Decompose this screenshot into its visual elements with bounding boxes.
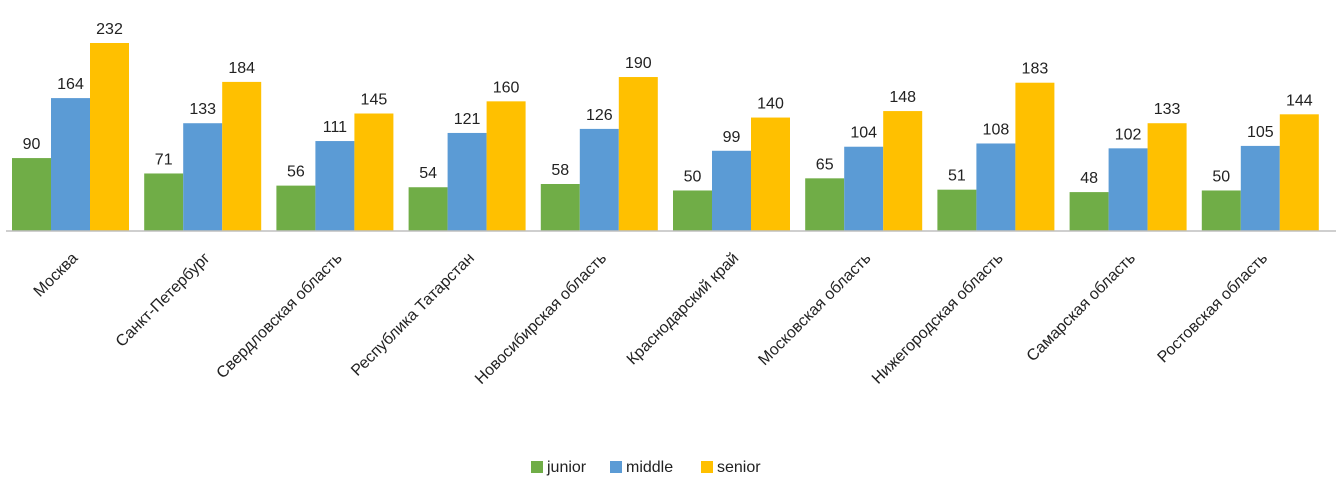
data-label-junior: 51 <box>948 168 966 185</box>
bar-senior <box>1015 82 1055 232</box>
data-label-junior: 58 <box>551 162 569 179</box>
data-label-middle: 164 <box>57 76 84 93</box>
category-label: Новосибирская область <box>472 250 610 388</box>
bar-senior <box>486 101 526 231</box>
legend-label-middle: middle <box>626 459 673 476</box>
data-label-senior: 144 <box>1286 92 1313 109</box>
data-label-middle: 108 <box>983 121 1010 138</box>
bar-junior <box>276 185 316 231</box>
category-label: Москва <box>31 250 82 301</box>
category-label: Ростовская область <box>1155 250 1272 367</box>
data-label-junior: 56 <box>287 164 305 181</box>
category-label: Краснодарский край <box>624 250 743 369</box>
data-label-senior: 140 <box>757 96 784 113</box>
data-label-senior: 190 <box>625 55 652 72</box>
category-label: Нижегородская область <box>869 250 1007 388</box>
category-label: Московская область <box>755 250 874 369</box>
bar-senior <box>1147 123 1187 231</box>
bar-junior <box>1201 190 1241 231</box>
bar-middle <box>183 123 223 231</box>
bar-middle <box>976 143 1016 231</box>
data-label-senior: 184 <box>228 60 255 77</box>
legend: junior middle senior <box>531 459 761 476</box>
category-label: Санкт-Петербург <box>113 250 214 351</box>
data-label-junior: 54 <box>419 165 437 182</box>
data-label-senior: 232 <box>96 21 123 38</box>
bar-middle <box>447 132 487 231</box>
data-label-senior: 148 <box>889 89 916 106</box>
data-label-junior: 90 <box>23 136 41 153</box>
data-label-junior: 71 <box>155 151 173 168</box>
data-label-junior: 50 <box>684 168 702 185</box>
data-label-junior: 48 <box>1080 170 1098 187</box>
bar-middle <box>51 98 90 231</box>
data-label-junior: 50 <box>1212 168 1230 185</box>
bar-senior <box>354 113 394 231</box>
data-label-senior: 133 <box>1154 101 1181 118</box>
bar-middle <box>579 128 619 231</box>
bar-middle <box>1240 145 1280 231</box>
category-label: Самарская область <box>1024 250 1139 365</box>
legend-swatch-middle <box>610 461 622 473</box>
bar-senior <box>751 117 790 231</box>
data-label-senior: 160 <box>493 79 520 96</box>
bar-junior <box>673 190 712 231</box>
category-labels-layer: Москва Санкт-Петербург Свердловская област… <box>31 250 1271 388</box>
legend-label-junior: junior <box>546 459 587 476</box>
data-label-middle: 111 <box>323 119 347 136</box>
category-label: Свердловская область <box>214 250 346 382</box>
bars-layer <box>12 43 1319 232</box>
bar-senior <box>883 111 923 231</box>
legend-label-senior: senior <box>717 459 761 476</box>
data-label-middle: 121 <box>454 111 481 128</box>
bar-junior <box>144 173 184 231</box>
data-label-middle: 102 <box>1115 126 1142 143</box>
bar-middle <box>712 150 751 231</box>
bar-middle <box>1108 148 1148 231</box>
data-label-senior: 183 <box>1022 61 1049 78</box>
data-label-middle: 104 <box>850 125 877 142</box>
bar-junior <box>937 189 977 231</box>
bar-junior <box>1069 192 1109 231</box>
bar-senior <box>222 81 262 232</box>
legend-swatch-senior <box>701 461 713 473</box>
bar-junior <box>408 187 448 231</box>
legend-swatch-junior <box>531 461 543 473</box>
bar-junior <box>12 158 51 231</box>
data-label-middle: 126 <box>586 107 613 124</box>
value-labels-layer: 90 164 232 71 133 184 56 111 145 54 121 160 58 126 190… <box>23 21 1313 187</box>
bar-junior <box>805 178 845 231</box>
bar-senior <box>1279 114 1319 231</box>
bar-senior <box>90 43 129 231</box>
data-label-senior: 145 <box>361 92 388 109</box>
bar-junior <box>540 184 580 231</box>
bar-senior <box>618 77 658 231</box>
data-label-middle: 99 <box>723 129 741 146</box>
data-label-junior: 65 <box>816 156 834 173</box>
bar-middle <box>315 141 355 231</box>
data-label-middle: 105 <box>1247 124 1274 141</box>
data-label-middle: 133 <box>189 101 216 118</box>
category-label: Республика Татарстан <box>348 250 478 380</box>
bar-middle <box>844 146 884 231</box>
